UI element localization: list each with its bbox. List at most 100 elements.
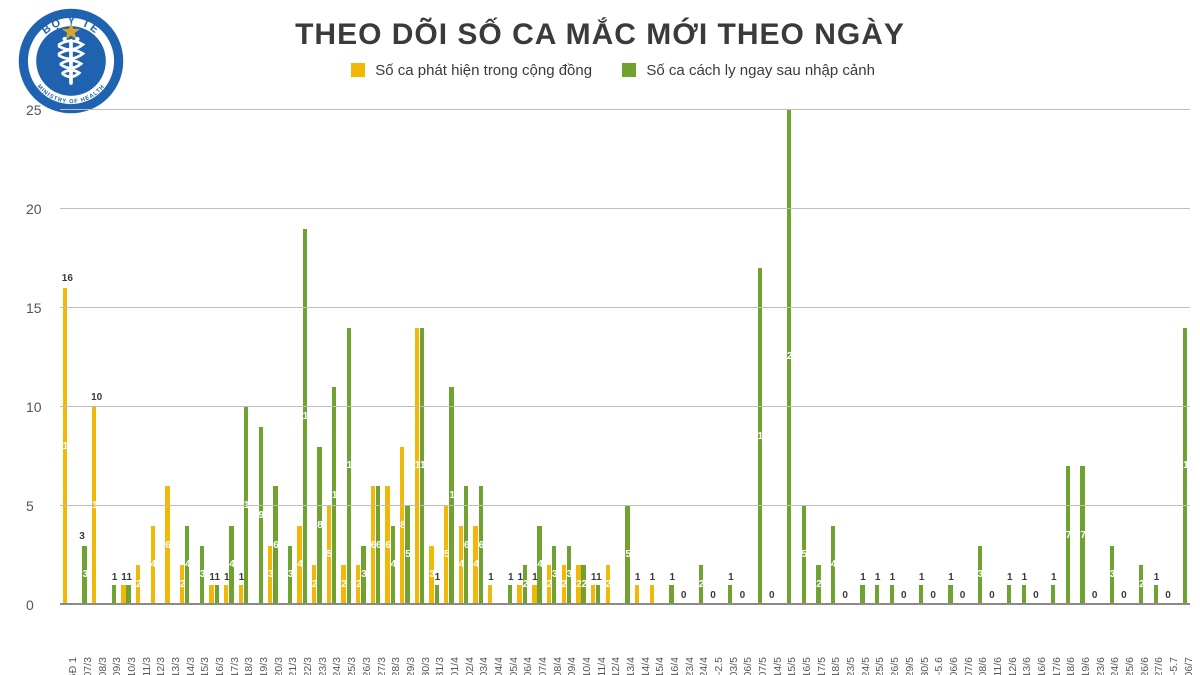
- bar-group: 11: [588, 90, 603, 605]
- bar-community-value: 1: [239, 573, 243, 583]
- bar-imported: [464, 486, 468, 605]
- bar-group: 6: [163, 90, 178, 605]
- bar-imported-value: 1: [875, 573, 879, 583]
- x-tick-label: 13/6: [1021, 657, 1033, 675]
- bar-imported: [831, 526, 835, 605]
- bar-community: [180, 565, 184, 605]
- bar-group: 14: [1175, 90, 1190, 605]
- bar-group: 1: [486, 90, 501, 605]
- bar-group: 1: [500, 90, 515, 605]
- bar-community-value: 1: [121, 573, 125, 583]
- bar-group: 3: [192, 90, 207, 605]
- y-tick-label: 15: [26, 300, 42, 316]
- bar-community: [341, 565, 345, 605]
- x-tick-label: 12/3: [155, 657, 167, 675]
- x-tick-label: 11/3: [141, 657, 153, 675]
- bar-community: [459, 526, 463, 605]
- bar-imported: [185, 526, 189, 605]
- x-tick-label: 04/4: [493, 657, 505, 675]
- bar-group: 14: [530, 90, 545, 605]
- x-axis-line: [60, 603, 1190, 605]
- bar-group: 0: [1087, 90, 1102, 605]
- bar-group: 24: [177, 90, 192, 605]
- bar-community: [371, 486, 375, 605]
- bar-community: [92, 407, 96, 605]
- x-tick-label: 19/6: [1080, 657, 1092, 675]
- bar-imported: [259, 427, 263, 605]
- x-tick-label: 26/3: [361, 657, 373, 675]
- bar-group: 1414: [412, 90, 427, 605]
- bar-group: 66: [368, 90, 383, 605]
- bar-imported-value: 1: [508, 573, 512, 583]
- bar-group: 511: [324, 90, 339, 605]
- bar-group: 1616: [60, 90, 75, 605]
- bar-imported: [816, 565, 820, 605]
- x-tick-label: 26/6: [1139, 657, 1151, 675]
- bar-group: 4: [148, 90, 163, 605]
- bar-group: 5: [618, 90, 633, 605]
- legend-label-imported: Số ca cách ly ngay sau nhập cảnh: [646, 62, 875, 79]
- x-tick-label: 04-06/5: [742, 657, 754, 675]
- bar-group: 1010: [89, 90, 104, 605]
- x-tick-label: 09/4: [566, 657, 578, 675]
- bar-group: 46: [456, 90, 471, 605]
- bar-community-value: 1: [635, 573, 639, 583]
- bar-imported: [361, 546, 365, 605]
- bar-top-label: 0: [955, 591, 970, 601]
- bar-top-label: 10: [89, 393, 104, 403]
- bar-community-value: 1: [650, 573, 654, 583]
- bar-imported-value: 1: [1022, 573, 1026, 583]
- bar-group: 1: [941, 90, 956, 605]
- x-tick-label: 09/3: [111, 657, 123, 675]
- bar-community-value: 1: [532, 573, 536, 583]
- bar-group: 31: [427, 90, 442, 605]
- y-tick-label: 10: [26, 399, 42, 415]
- x-tick-label: 27/6: [1153, 657, 1165, 675]
- bar-group: 11: [119, 90, 134, 605]
- bar-group: 0: [955, 90, 970, 605]
- x-tick-label: 14/3: [185, 657, 197, 675]
- legend-swatch-community: [351, 63, 365, 77]
- bar-group: 1: [647, 90, 662, 605]
- bar-group: 0: [764, 90, 779, 605]
- bar-imported-value: 1: [596, 573, 600, 583]
- bar-community: [356, 565, 360, 605]
- bar-group: 1: [104, 90, 119, 605]
- x-tick-label: 10/3: [126, 657, 138, 675]
- bar-group: 5: [794, 90, 809, 605]
- x-tick-label: 24/5: [860, 657, 872, 675]
- bar-imported: [317, 447, 321, 605]
- bar-imported-value: 1: [919, 573, 923, 583]
- bar-group: 33: [75, 90, 90, 605]
- x-tick-label: 24/4: [698, 657, 710, 675]
- bar-imported: [787, 110, 791, 605]
- bar-group: 2: [691, 90, 706, 605]
- bar-community-value: 1: [224, 573, 228, 583]
- bar-imported-value: 1: [860, 573, 864, 583]
- bar-imported: [567, 546, 571, 605]
- bar-group: 7: [1058, 90, 1073, 605]
- bar-imported: [200, 546, 204, 605]
- y-tick-label: 5: [26, 498, 34, 514]
- bar-imported-value: 1: [669, 573, 673, 583]
- x-tick-label: 27/3: [376, 657, 388, 675]
- bar-group: 1: [911, 90, 926, 605]
- x-tick-label: 06/7: [1183, 657, 1195, 675]
- legend: Số ca phát hiện trong cộng đồng Số ca cá…: [0, 62, 1200, 79]
- bar-group: 0: [735, 90, 750, 605]
- x-tick-label: 20/3: [273, 657, 285, 675]
- bar-group: 0: [838, 90, 853, 605]
- bar-top-label: 0: [926, 591, 941, 601]
- x-tick-label: 28.6-5.7: [1168, 657, 1180, 675]
- bar-imported: [1110, 546, 1114, 605]
- x-tick-label: 24/3: [331, 657, 343, 675]
- bar-top-label: 0: [1029, 591, 1044, 601]
- x-tick-label: 08-14/5: [772, 657, 784, 675]
- bar-imported-value: 1: [1154, 573, 1158, 583]
- bar-imported: [303, 229, 307, 605]
- bar-top-label: 0: [1117, 591, 1132, 601]
- x-tick-label: 03/5: [728, 657, 740, 675]
- x-tick-label: 26/5: [889, 657, 901, 675]
- bar-group: 36: [265, 90, 280, 605]
- bar-community: [606, 565, 610, 605]
